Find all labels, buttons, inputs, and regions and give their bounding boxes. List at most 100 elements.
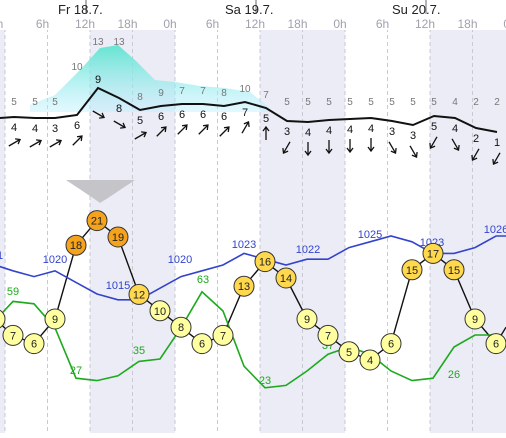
wind-arrow (367, 138, 375, 153)
temperature-label: 21 (91, 216, 103, 228)
wind-speed-label: 3 (52, 123, 58, 135)
wind-arrow-head (99, 112, 106, 119)
temperature-bubble (170, 316, 192, 338)
temperature-bubble (191, 333, 213, 355)
wind-arrow (492, 152, 501, 166)
wind-arrow-head (453, 145, 460, 152)
hour-tick-label: 6h (376, 17, 389, 31)
temperature-bubble (359, 349, 381, 371)
wind-arrow (49, 139, 63, 148)
temperature-label: 6 (493, 339, 499, 351)
wind-gust-label: 2 (473, 97, 479, 108)
temperature-bubble (86, 210, 108, 232)
wind-arrow (325, 140, 333, 155)
temperature-bubble (2, 324, 24, 346)
wind-speed-label: 6 (200, 109, 206, 121)
wind-speed-label: 4 (326, 125, 332, 137)
wind-arrow-shaft (156, 127, 166, 137)
temperature-bubble (65, 234, 87, 256)
wind-arrow (241, 120, 250, 134)
temperature-label: 8 (178, 322, 184, 334)
wind-arrow-shaft (113, 120, 125, 128)
wind-gust-label: 5 (389, 97, 395, 108)
wind-arrow-shaft (29, 140, 41, 148)
temperature-label: 10 (154, 306, 166, 318)
wind-arrow (304, 142, 312, 157)
wind-arrow-head (202, 124, 209, 131)
wind-arrow-shaft (8, 139, 20, 147)
temperature-bubble (317, 324, 339, 346)
hour-tick-label: h (0, 17, 3, 31)
temperature-bubble (422, 242, 444, 264)
pressure-label: 1026 (484, 224, 506, 236)
wind-speed-label: 4 (305, 127, 311, 139)
night-band (430, 28, 506, 433)
dewpoint-label: 27 (70, 365, 82, 377)
dewpoint-label: 23 (259, 375, 271, 387)
wind-speed-label: 7 (242, 107, 248, 119)
wind-arrow-shaft (92, 110, 104, 118)
temperature-label: 9 (304, 314, 310, 326)
wind-speed-label: 1 (494, 137, 500, 149)
wind-speed-label: 4 (11, 122, 17, 134)
temperature-bubble (44, 308, 66, 330)
indicator-shape (66, 180, 135, 203)
wind-speed-label: 2 (473, 133, 479, 145)
wind-layer: 4545356109138135869676768710573545454545… (0, 37, 501, 166)
hour-tick-label: 0h (163, 17, 176, 31)
temperature-label: 14 (280, 273, 292, 285)
wind-arrow (72, 135, 83, 146)
wind-arrow-head (429, 143, 436, 150)
wind-arrow-shaft (177, 125, 187, 135)
temperature-bubble (233, 275, 255, 297)
temperature-label: 4 (367, 355, 373, 367)
wind-gust-label: 5 (52, 97, 58, 108)
temperature-bubble (401, 259, 423, 281)
wind-speed-label: 6 (74, 120, 80, 132)
wind-arrow-head (282, 148, 289, 155)
wind-gust-label: 5 (284, 97, 290, 108)
wind-gust-label: 5 (326, 97, 332, 108)
wind-arrow-shaft (219, 127, 229, 137)
wind-arrow-head (181, 124, 188, 131)
hour-tick-label: 18h (117, 17, 137, 31)
wind-gust-label: 7 (200, 86, 206, 97)
time-grid (4, 28, 473, 433)
wind-arrow (134, 131, 148, 140)
wind-arrow-head (15, 138, 22, 145)
temperature-label: 9 (52, 314, 58, 326)
header-bg (0, 0, 506, 30)
wind-arrow (156, 126, 167, 137)
temperature-label: 16 (259, 257, 271, 269)
wind-arrow-head (346, 147, 354, 154)
dewpoint-label: 59 (7, 286, 19, 298)
temperature-label: 19 (112, 232, 124, 244)
wind-gust-label: 13 (113, 37, 125, 48)
temperature-bubble (296, 308, 318, 330)
temperature-bubble (0, 309, 6, 329)
wind-arrow-head (390, 148, 397, 155)
wind-arrow (29, 139, 43, 148)
wind-gust-label: 9 (158, 88, 164, 99)
wind-arrow (346, 139, 354, 154)
wind-gust-label: 8 (137, 92, 143, 103)
wind-arrow-shaft (49, 140, 61, 148)
wind-arrow-head (243, 120, 250, 127)
temperature-label: 6 (199, 339, 205, 351)
temperature-label: 6 (388, 339, 394, 351)
hour-tick-label: 0h (333, 17, 346, 31)
gust-area (30, 45, 270, 112)
hour-tick-label: 6h (206, 17, 219, 31)
temperature-bubble (464, 308, 486, 330)
temperature-bubbles: 9 7 6 9 18 21 19 12 10 8 6 7 13 16 14 9 7 5 4 6 15 17 1 59 6 (0, 210, 506, 371)
wind-speed-label: 5 (431, 121, 437, 133)
wind-arrow-shaft (283, 141, 291, 153)
wind-arrow-head (411, 152, 418, 159)
hour-tick-label: 12h (75, 17, 95, 31)
pressure-label: 1022 (296, 244, 320, 256)
temperature-bubble (212, 324, 234, 346)
wind-gust-label: 5 (305, 97, 311, 108)
dewpoint-label: 26 (448, 369, 460, 381)
wind-speed-label: 4 (347, 124, 353, 136)
